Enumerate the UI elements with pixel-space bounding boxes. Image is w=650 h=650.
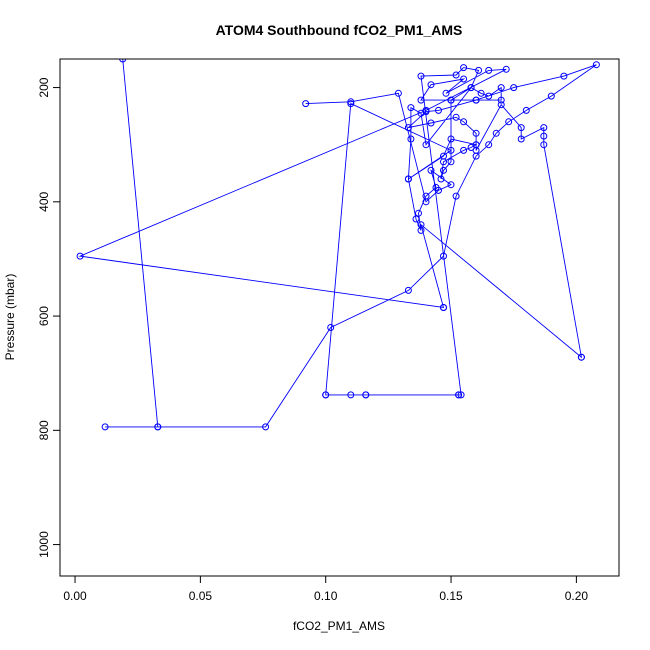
data-point xyxy=(447,158,455,166)
plot-frame xyxy=(59,58,620,577)
data-point xyxy=(347,391,355,399)
data-point xyxy=(460,75,468,83)
data-point xyxy=(452,192,460,200)
data-point xyxy=(497,101,505,109)
x-tick-label: 0.20 xyxy=(565,589,589,603)
data-point xyxy=(407,104,415,112)
data-point xyxy=(76,252,84,260)
data-point xyxy=(427,81,435,89)
data-point xyxy=(460,146,468,154)
data-point xyxy=(440,166,447,174)
data-point xyxy=(435,106,442,114)
data-point xyxy=(540,141,548,149)
data-point xyxy=(502,65,510,73)
data-point xyxy=(322,391,330,399)
data-point xyxy=(440,152,447,160)
x-tick-label: 0.15 xyxy=(439,589,463,603)
data-point xyxy=(475,66,483,74)
data-point xyxy=(422,198,430,206)
data-point xyxy=(592,61,600,69)
data-point xyxy=(540,124,548,132)
x-tick-label: 0.05 xyxy=(189,589,213,603)
data-point xyxy=(262,423,270,431)
data-point xyxy=(440,304,447,311)
data-point xyxy=(422,108,430,116)
data-point xyxy=(412,215,420,223)
data-point xyxy=(404,124,412,132)
y-tick-label: 600 xyxy=(37,306,51,326)
data-point xyxy=(497,84,505,92)
data-point xyxy=(417,109,425,117)
series-line xyxy=(78,59,597,428)
data-point xyxy=(404,286,412,294)
data-point xyxy=(452,113,460,121)
data-point xyxy=(415,209,422,217)
data-point xyxy=(547,92,555,100)
data-point xyxy=(447,181,455,189)
data-point xyxy=(119,59,127,63)
data-point xyxy=(327,324,335,331)
data-point xyxy=(435,186,442,194)
chart-title: ATOM4 Southbound fCO2_PM1_AMS xyxy=(216,22,463,38)
x-axis-label: fCO2_PM1_AMS xyxy=(293,619,385,633)
data-point xyxy=(437,175,445,183)
data-point xyxy=(560,72,568,80)
y-axis-label: Pressure (mbar) xyxy=(3,274,17,361)
data-point xyxy=(457,391,465,399)
y-tick-label: 800 xyxy=(37,420,51,440)
data-point xyxy=(467,84,475,92)
y-tick-label: 400 xyxy=(37,191,51,211)
data-point xyxy=(447,135,455,143)
data-point xyxy=(347,98,355,106)
data-point xyxy=(427,166,435,174)
axes: 0.00 0.05 0.10 0.15 0.20 200 400 600 800 1000 xyxy=(37,77,588,603)
data-point xyxy=(417,96,425,104)
data-point xyxy=(492,129,500,137)
data-point xyxy=(394,89,402,97)
y-tick-label: 1000 xyxy=(37,531,51,558)
data-point xyxy=(427,119,435,127)
data-point xyxy=(505,118,513,126)
data-point xyxy=(472,96,480,104)
data-point xyxy=(404,175,412,183)
data-point xyxy=(417,72,425,80)
data-point xyxy=(540,132,548,140)
data-point xyxy=(497,96,505,104)
data-point xyxy=(447,96,455,104)
data-point xyxy=(101,423,109,431)
data-point xyxy=(422,141,430,149)
data-point xyxy=(417,226,425,234)
data-point xyxy=(460,64,468,72)
data-point xyxy=(522,106,530,114)
x-tick-label: 0.00 xyxy=(63,589,87,603)
data-point xyxy=(485,141,493,149)
y-tick-label: 200 xyxy=(37,77,51,97)
x-tick-label: 0.10 xyxy=(314,589,338,603)
data-point xyxy=(447,146,455,154)
plot-area xyxy=(76,59,600,431)
data-point xyxy=(460,118,468,126)
data-point xyxy=(485,66,493,74)
data-point xyxy=(577,353,585,361)
data-point xyxy=(510,84,518,92)
data-point xyxy=(477,89,485,97)
data-point xyxy=(517,135,525,143)
data-point xyxy=(485,92,493,100)
data-point xyxy=(472,129,480,137)
data-point xyxy=(442,89,450,97)
data-point xyxy=(302,100,310,108)
data-point xyxy=(472,141,480,149)
data-point xyxy=(517,124,525,132)
data-point xyxy=(154,423,162,431)
data-point xyxy=(452,71,460,79)
data-point xyxy=(407,135,415,143)
data-point xyxy=(362,391,370,399)
data-point xyxy=(440,252,447,260)
data-point xyxy=(455,391,463,399)
